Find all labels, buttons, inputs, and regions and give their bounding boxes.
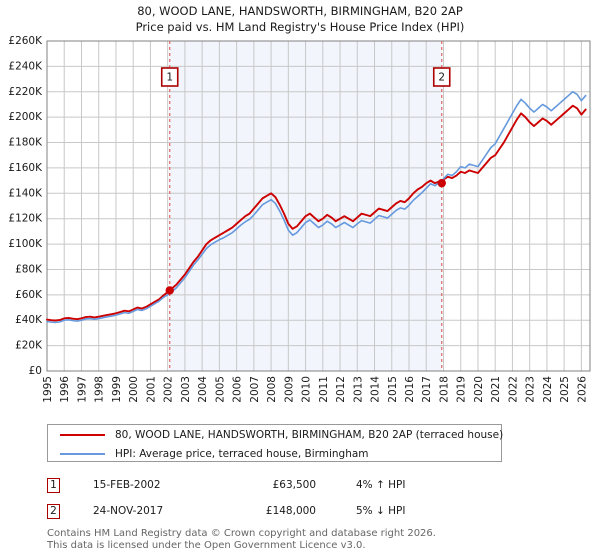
sale-price-1: £63,500 (272, 479, 316, 491)
x-axis-tick-label: 2023 (525, 376, 537, 403)
y-axis-tick-label: £100K (8, 238, 43, 250)
legend-item-property: 80, WOOD LANE, HANDSWORTH, BIRMINGHAM, B… (48, 426, 504, 444)
y-axis-tick-label: £40K (15, 314, 43, 326)
x-axis-tick-label: 2015 (387, 376, 399, 403)
footer-line-2: This data is licensed under the Open Gov… (47, 540, 366, 551)
x-axis-tick-label: 1999 (111, 376, 123, 403)
x-axis-tick-label: 2006 (232, 376, 244, 403)
x-axis-tick-label: 2000 (128, 376, 140, 403)
table-row: 2 24-NOV-2017 £148,000 5% ↓ HPI (47, 498, 547, 524)
x-axis-tick-label: 2024 (542, 376, 554, 403)
sale-date-1: 15-FEB-2002 (93, 479, 161, 491)
chart-plot-area: £0 £20K £40K £60K £80K £100K £120K £140K £160K £1… (8, 35, 591, 403)
y-axis-tick-label: £120K (8, 213, 43, 225)
sale-date-2: 24-NOV-2017 (93, 505, 164, 517)
chart-title: 80, WOOD LANE, HANDSWORTH, BIRMINGHAM, B… (0, 3, 600, 35)
chart-legend: 80, WOOD LANE, HANDSWORTH, BIRMINGHAM, B… (47, 424, 504, 463)
x-axis-tick-label: 2008 (266, 376, 278, 403)
y-axis-tick-label: £260K (8, 35, 43, 47)
chart-title-line-1: 80, WOOD LANE, HANDSWORTH, BIRMINGHAM, B… (137, 4, 463, 18)
sale-marker-box (432, 67, 451, 87)
sale-hpi-delta-2: 5% ↓ HPI (356, 505, 406, 517)
series-line-property (46, 104, 587, 322)
x-axis-tick-label: 2001 (145, 376, 157, 403)
x-axis-tick-label: 2019 (456, 376, 468, 403)
y-axis-tick-label: £240K (8, 60, 43, 72)
x-axis-tick-label: 2007 (249, 376, 261, 403)
x-axis-tick-label: 2005 (214, 376, 226, 403)
x-axis-tick-label: 2020 (473, 376, 485, 403)
chart-title-line-2: Price paid vs. HM Land Registry's House … (135, 20, 465, 34)
x-axis-tick-label: 2021 (490, 376, 502, 403)
x-axis-tick-label: 2014 (370, 376, 382, 403)
sale-marker-1: 1 (47, 477, 60, 493)
series-line-hpi (46, 90, 587, 324)
legend-swatch-hpi (60, 453, 105, 455)
x-axis-tick-label: 2025 (559, 376, 571, 403)
y-axis-tick-label: £160K (8, 162, 43, 174)
legend-item-hpi: HPI: Average price, terraced house, Birm… (48, 445, 501, 463)
x-axis-tick-label: 1998 (94, 376, 106, 403)
y-axis-tick-label: £180K (8, 137, 43, 149)
x-axis-tick-label: 2018 (438, 376, 450, 403)
sales-history-table: 1 15-FEB-2002 £63,500 4% ↑ HPI 2 24-NOV-… (47, 472, 547, 524)
y-axis-tick-label: £200K (8, 111, 43, 123)
x-axis-tick-label: 2011 (318, 376, 330, 403)
x-axis-tick-label: 2017 (421, 376, 433, 403)
x-axis-tick-label: 1996 (59, 376, 71, 403)
x-axis-tick-label: 1995 (42, 376, 54, 403)
licence-footer: Contains HM Land Registry data © Crown c… (47, 528, 567, 552)
table-row: 1 15-FEB-2002 £63,500 4% ↑ HPI (47, 472, 547, 498)
x-axis-tick-label: 1997 (76, 376, 88, 403)
y-axis-tick-label: £80K (15, 263, 43, 275)
x-axis-tick-label: 2012 (335, 376, 347, 403)
sale-point-dot (165, 286, 174, 295)
legend-swatch-property (60, 434, 105, 436)
legend-label-property: 80, WOOD LANE, HANDSWORTH, BIRMINGHAM, B… (115, 429, 504, 441)
x-axis-tick-label: 2013 (352, 376, 364, 403)
y-axis-tick-label: £60K (15, 289, 43, 301)
sale-marker-box (160, 67, 179, 87)
plot-frame (46, 40, 591, 372)
x-axis-tick-label: 2016 (404, 376, 416, 403)
footer-line-1: Contains HM Land Registry data © Crown c… (47, 528, 436, 539)
y-axis-tick-label: £220K (8, 86, 43, 98)
x-axis-tick-label: 2026 (576, 376, 588, 403)
sale-point-dot (437, 178, 446, 188)
y-axis-tick-label: £20K (15, 340, 43, 352)
sale-marker-number: 1 (166, 72, 173, 84)
legend-label-hpi: HPI: Average price, terraced house, Birm… (115, 448, 369, 460)
sale-price-2: £148,000 (265, 505, 316, 517)
x-axis-tick-label: 2009 (283, 376, 295, 403)
x-axis-tick-label: 2002 (163, 376, 175, 403)
sale-marker-number: 2 (438, 72, 445, 84)
y-axis-tick-label: £140K (8, 187, 43, 199)
x-axis-tick-label: 2003 (180, 376, 192, 403)
x-axis-tick-label: 2004 (197, 376, 209, 403)
x-axis-tick-label: 2010 (301, 376, 313, 403)
sale-marker-2: 2 (47, 503, 60, 519)
y-axis-tick-label: £0 (29, 365, 42, 377)
x-axis-tick-label: 2022 (507, 376, 519, 403)
sale-hpi-delta-1: 4% ↑ HPI (356, 479, 406, 491)
